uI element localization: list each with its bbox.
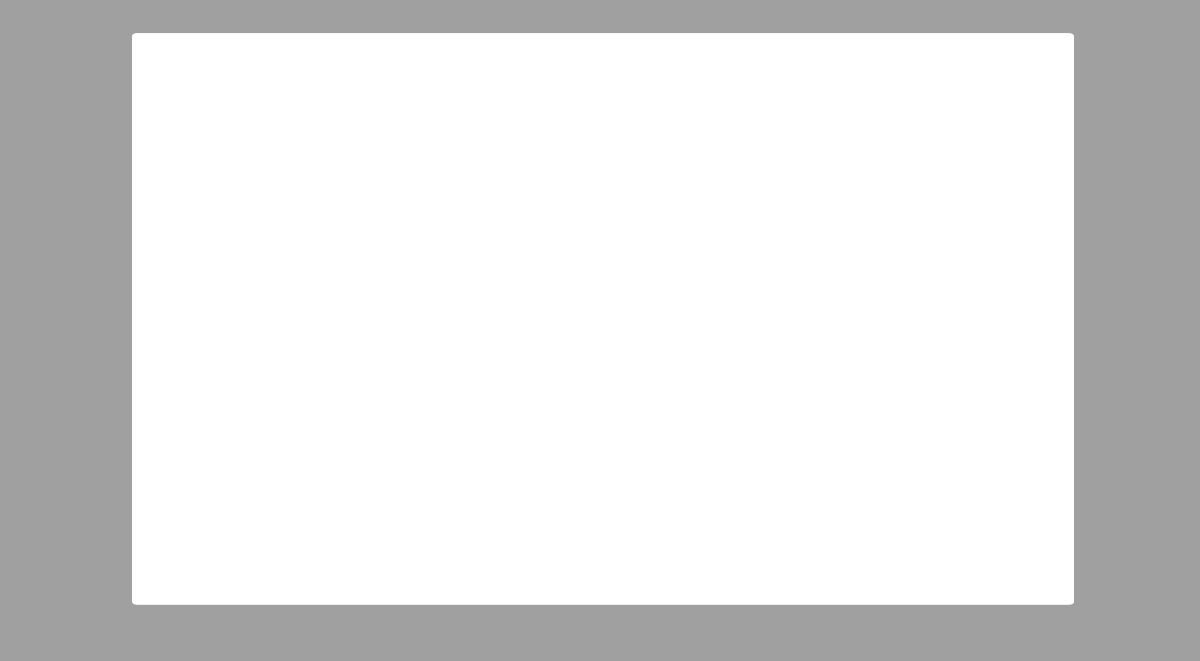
Text: +: + <box>763 373 776 391</box>
Text: 4 Ω: 4 Ω <box>797 277 826 295</box>
Text: +: + <box>634 393 648 412</box>
Text: 6 Ω: 6 Ω <box>584 277 613 295</box>
Text: $I_0$: $I_0$ <box>761 187 774 207</box>
Text: −: − <box>634 426 648 444</box>
Text: 2 A: 2 A <box>378 350 406 368</box>
Text: 20 V: 20 V <box>547 410 586 428</box>
Circle shape <box>422 321 498 397</box>
Text: Example 8: Example 8 <box>503 50 697 83</box>
Text: For the following circuit, Apply Superposition principle then use: For the following circuit, Apply Superpo… <box>346 114 928 132</box>
Text: $V_o$: $V_o$ <box>727 397 746 416</box>
Circle shape <box>599 383 671 455</box>
Text: −: − <box>762 451 778 469</box>
Text: Mesh-Current method to find $v_0$ and $i_0$: Mesh-Current method to find $v_0$ and $i… <box>346 143 697 163</box>
Text: 10 Ω: 10 Ω <box>797 410 836 428</box>
Text: 15 Ω: 15 Ω <box>690 310 730 328</box>
